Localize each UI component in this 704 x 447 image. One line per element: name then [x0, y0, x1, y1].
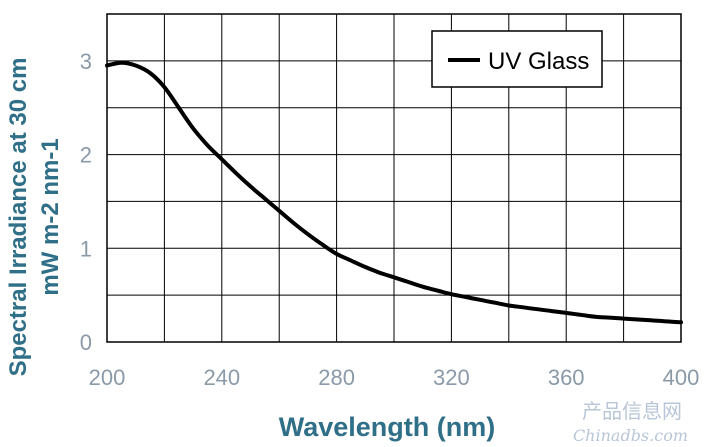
x-tick-label: 360	[548, 365, 585, 390]
legend: UV Glass	[431, 30, 603, 88]
x-tick-label: 200	[89, 365, 126, 390]
x-tick-label: 400	[663, 365, 700, 390]
y-tick-label: 3	[80, 49, 92, 74]
watermark-line2: Chinadbs.com	[573, 426, 688, 445]
tick-labels: 200 240 280 320 360 400 0 1 2 3	[80, 49, 700, 390]
y-axis-title-line2: mW m-2 nm-1	[37, 138, 64, 295]
plot-frame	[106, 13, 682, 343]
y-tick-label: 2	[80, 143, 92, 168]
y-axis-title-group: Spectral Irradiance at 30 cm mW m-2 nm-1	[5, 58, 64, 377]
watermark-line1: 产品信息网	[582, 399, 682, 423]
y-axis-title-line1: Spectral Irradiance at 30 cm	[5, 58, 32, 377]
y-tick-label: 0	[80, 330, 92, 355]
series-line-uv-glass	[105, 60, 683, 325]
y-tick-label: 1	[80, 236, 92, 261]
legend-box	[431, 30, 603, 88]
x-axis-title: Wavelength (nm)	[279, 412, 496, 442]
x-tick-label: 320	[433, 365, 470, 390]
legend-label: UV Glass	[488, 48, 589, 75]
x-tick-label: 240	[203, 365, 240, 390]
x-tick-label: 280	[318, 365, 355, 390]
